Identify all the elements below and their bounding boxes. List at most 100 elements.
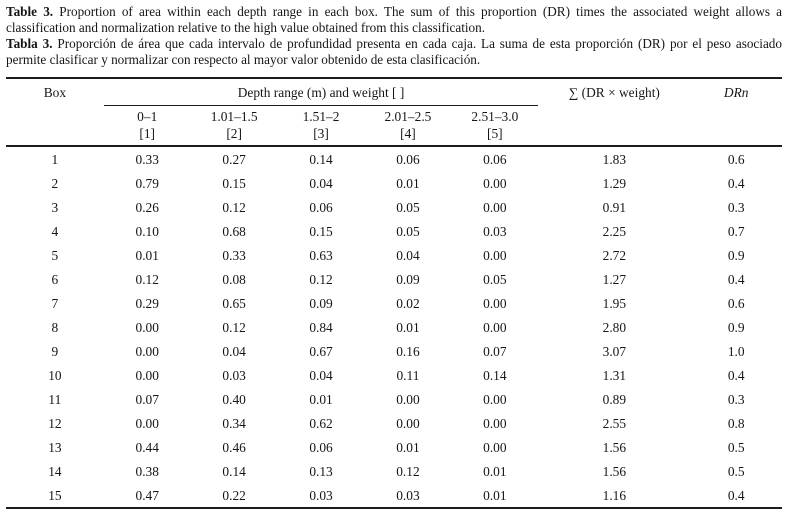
depth-weight-header: [4] xyxy=(400,126,416,141)
proportion-cell: 0.03 xyxy=(396,487,420,503)
drn-cell: 0.6 xyxy=(727,151,745,167)
table-row: 12 0.00 0.34 0.62 0.00 0.00 2.55 0.8 xyxy=(6,411,782,435)
proportion-cell: 0.16 xyxy=(396,343,420,359)
drn-cell: 0.9 xyxy=(727,319,745,335)
proportion-cell: 0.63 xyxy=(309,247,333,263)
proportion-cell: 0.03 xyxy=(222,367,246,383)
depth-weight-header: [2] xyxy=(226,126,242,141)
table-row: 7 0.29 0.65 0.09 0.02 0.00 1.95 0.6 xyxy=(6,291,782,315)
drn-cell: 0.5 xyxy=(727,439,745,455)
proportion-cell: 0.05 xyxy=(396,223,420,239)
proportion-cell: 0.14 xyxy=(309,151,333,167)
column-header-box: Box xyxy=(43,85,67,100)
proportion-cell: 0.34 xyxy=(222,415,246,431)
drn-cell: 0.3 xyxy=(727,391,745,407)
table-row: 11 0.07 0.40 0.01 0.00 0.00 0.89 0.3 xyxy=(6,387,782,411)
table-row: 14 0.38 0.14 0.13 0.12 0.01 1.56 0.5 xyxy=(6,459,782,483)
proportion-cell: 0.06 xyxy=(309,439,333,455)
proportion-cell: 0.10 xyxy=(135,223,159,239)
proportion-cell: 0.40 xyxy=(222,391,246,407)
proportion-cell: 0.84 xyxy=(309,319,333,335)
proportion-cell: 0.01 xyxy=(309,391,333,407)
sum-cell: 1.27 xyxy=(602,271,627,287)
proportion-cell: 0.06 xyxy=(483,151,507,167)
proportion-cell: 0.12 xyxy=(396,463,420,479)
sum-cell: 0.91 xyxy=(602,199,627,215)
proportion-cell: 0.09 xyxy=(309,295,333,311)
sum-cell: 2.72 xyxy=(602,247,627,263)
box-number-cell: 11 xyxy=(48,391,62,407)
drn-cell: 0.4 xyxy=(727,175,745,191)
proportion-cell: 0.14 xyxy=(222,463,246,479)
proportion-cell: 0.00 xyxy=(135,343,159,359)
depth-range-header: 1.51–2 xyxy=(302,109,340,124)
table-row: 6 0.12 0.08 0.12 0.09 0.05 1.27 0.4 xyxy=(6,267,782,291)
proportion-cell: 0.00 xyxy=(483,247,507,263)
table-header: Box Depth range (m) and weight [ ] ∑ (DR… xyxy=(6,78,782,146)
box-number-cell: 3 xyxy=(51,199,59,215)
proportion-cell: 0.07 xyxy=(483,343,507,359)
proportion-cell: 0.01 xyxy=(135,247,159,263)
drn-cell: 0.8 xyxy=(727,415,745,431)
column-header-sum: ∑ (DR × weight) xyxy=(568,85,660,100)
proportion-cell: 0.03 xyxy=(309,487,333,503)
caption-english-label: Table 3. xyxy=(6,4,54,19)
proportion-cell: 0.14 xyxy=(483,367,507,383)
drn-cell: 0.3 xyxy=(727,199,745,215)
table-row: 13 0.44 0.46 0.06 0.01 0.00 1.56 0.5 xyxy=(6,435,782,459)
drn-cell: 0.6 xyxy=(727,295,745,311)
caption-spanish-text: Proporción de área que cada intervalo de… xyxy=(6,36,782,67)
box-number-cell: 12 xyxy=(48,415,62,431)
sum-cell: 1.31 xyxy=(602,367,627,383)
header-row-weights: [1] [2] [3] [4] [5] xyxy=(6,125,782,146)
proportion-cell: 0.05 xyxy=(396,199,420,215)
proportion-cell: 0.00 xyxy=(396,415,420,431)
proportion-cell: 0.01 xyxy=(396,175,420,191)
caption-spanish-label: Tabla 3. xyxy=(6,36,53,51)
sum-cell: 0.89 xyxy=(602,391,627,407)
proportion-cell: 0.47 xyxy=(135,487,159,503)
proportion-cell: 0.01 xyxy=(396,319,420,335)
proportion-cell: 0.07 xyxy=(135,391,159,407)
proportion-cell: 0.15 xyxy=(309,223,333,239)
sum-cell: 3.07 xyxy=(602,343,627,359)
proportion-cell: 0.67 xyxy=(309,343,333,359)
proportion-cell: 0.11 xyxy=(396,367,420,383)
proportion-cell: 0.01 xyxy=(396,439,420,455)
table-row: 9 0.00 0.04 0.67 0.16 0.07 3.07 1.0 xyxy=(6,339,782,363)
box-number-cell: 2 xyxy=(51,175,59,191)
proportion-cell: 0.03 xyxy=(483,223,507,239)
proportion-cell: 0.62 xyxy=(309,415,333,431)
table-row: 10 0.00 0.03 0.04 0.11 0.14 1.31 0.4 xyxy=(6,363,782,387)
sum-cell: 1.56 xyxy=(602,439,627,455)
depth-range-header: 0–1 xyxy=(137,109,158,124)
proportion-cell: 0.00 xyxy=(396,391,420,407)
proportion-cell: 0.38 xyxy=(135,463,159,479)
proportion-cell: 0.68 xyxy=(222,223,246,239)
proportion-cell: 0.26 xyxy=(135,199,159,215)
proportion-cell: 0.12 xyxy=(222,319,246,335)
depth-range-header: 2.01–2.5 xyxy=(384,109,432,124)
table-row: 5 0.01 0.33 0.63 0.04 0.00 2.72 0.9 xyxy=(6,243,782,267)
proportion-cell: 0.05 xyxy=(483,271,507,287)
proportion-cell: 0.01 xyxy=(483,487,507,503)
proportion-cell: 0.00 xyxy=(483,295,507,311)
drn-cell: 0.5 xyxy=(727,463,745,479)
proportion-cell: 0.00 xyxy=(483,175,507,191)
proportion-cell: 0.44 xyxy=(135,439,159,455)
proportion-cell: 0.06 xyxy=(396,151,420,167)
proportion-cell: 0.33 xyxy=(135,151,159,167)
proportion-cell: 0.00 xyxy=(135,319,159,335)
box-number-cell: 4 xyxy=(51,223,59,239)
table-row: 3 0.26 0.12 0.06 0.05 0.00 0.91 0.3 xyxy=(6,195,782,219)
depth-weight-header: [1] xyxy=(139,126,156,141)
drn-cell: 0.4 xyxy=(727,271,745,287)
proportion-cell: 0.27 xyxy=(222,151,246,167)
box-number-cell: 7 xyxy=(51,295,59,311)
sum-cell: 1.56 xyxy=(602,463,627,479)
header-row-ranges: 0–1 1.01–1.5 1.51–2 2.01–2.5 2.51–3.0 xyxy=(6,106,782,126)
proportion-cell: 0.00 xyxy=(483,415,507,431)
proportion-cell: 0.04 xyxy=(396,247,420,263)
drn-cell: 0.7 xyxy=(727,223,745,239)
